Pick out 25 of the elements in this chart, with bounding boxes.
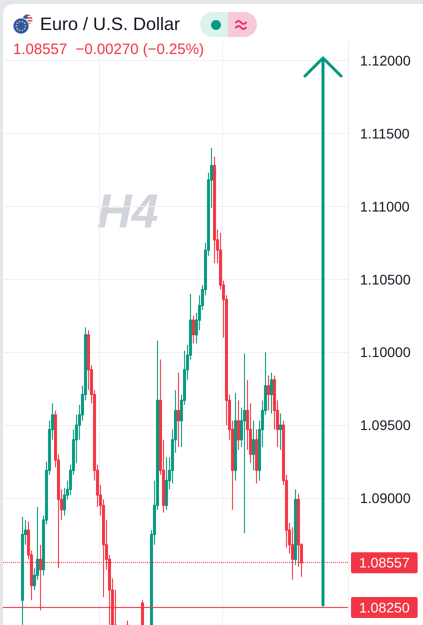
ref-line-label: 1.08250 <box>359 599 410 616</box>
candlestick <box>279 412 282 450</box>
candlestick <box>270 372 273 414</box>
y-tick-label: 1.10500 <box>360 271 411 288</box>
candlestick <box>267 375 270 412</box>
candlestick <box>243 353 246 534</box>
candlestick <box>234 392 237 482</box>
chart-title: Euro / U.S. Dollar <box>40 13 180 35</box>
y-tick-label: 1.12000 <box>360 52 411 68</box>
candlestick <box>255 429 258 484</box>
candlestick <box>165 456 168 510</box>
y-tick-label: 1.11500 <box>360 125 410 142</box>
candlestick <box>192 315 195 344</box>
candlestick <box>237 400 240 450</box>
y-tick-label: 1.09000 <box>360 490 411 506</box>
ref-line-label: 1.08557 <box>359 554 410 571</box>
y-tick-label: 1.10000 <box>360 344 411 360</box>
candlestick <box>294 488 297 566</box>
candlestick <box>177 372 180 448</box>
y-tick-label: 1.11000 <box>360 198 410 214</box>
y-tick-label: 1.09500 <box>360 417 411 434</box>
chart-subtitle: 1.08557 −0.00270 (−0.25%) <box>13 41 204 59</box>
candlestick <box>252 420 255 471</box>
candlestick <box>213 156 216 264</box>
candlestick <box>21 516 24 625</box>
